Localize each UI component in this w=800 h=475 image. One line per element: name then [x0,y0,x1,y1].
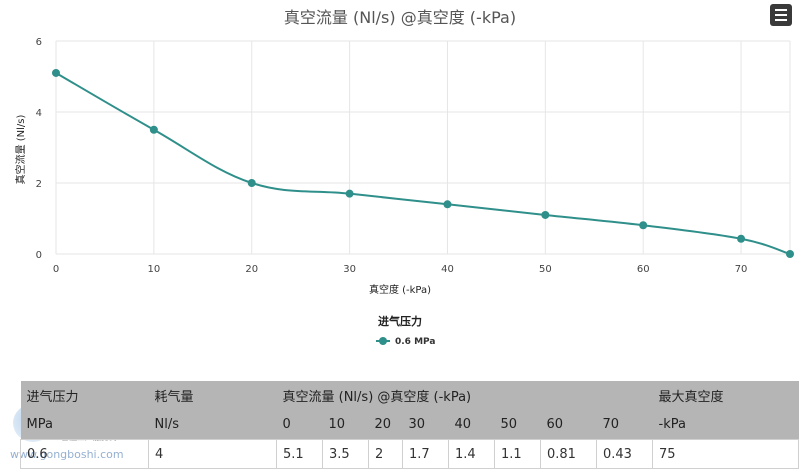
unit-cell: 70 [602,417,620,432]
chart-title: 真空流量 (Nl/s) @真空度 (-kPa) [283,8,517,27]
y-tick-label: 0 [36,250,42,261]
unit-cell: 40 [454,417,472,432]
table-cell: 0.81 [540,439,597,469]
y-tick-label: 4 [36,108,42,119]
table-cell: 1.4 [448,439,495,469]
table-cell: 4 [148,439,277,469]
hamburger-menu-icon [775,9,787,11]
y-tick-label: 2 [36,179,42,190]
header-vacuum-flow: 真空流量 (Nl/s) @真空度 (-kPa) [282,390,472,405]
unit-cell: 10 [328,417,346,432]
series-line [55,72,791,255]
x-tick-label: 10 [147,264,160,275]
table-cell: 75 [652,439,799,469]
table-cell: 1.1 [494,439,541,469]
unit-cell: 60 [546,417,564,432]
unit-cell: MPa [26,417,53,432]
unit-cell: Nl/s [154,417,180,432]
table-unit-row: MPa Nl/s 0 10 20 30 40 50 60 70 -kPa [20,410,799,440]
table-cell: 0.6 [20,439,149,469]
x-tick-label: 30 [343,264,356,275]
data-point [247,179,256,187]
y-tick-label: 6 [36,37,42,48]
spec-table: 进气压力 耗气量 真空流量 (Nl/s) @真空度 (-kPa) 最大真空度 M… [20,381,799,469]
x-axis-title: 真空度 (-kPa) [369,283,431,296]
data-point [737,234,746,243]
data-point [541,210,550,219]
x-tick-label: 50 [539,264,552,275]
unit-cell: -kPa [658,417,686,432]
legend-label: 0.6 MPa [395,337,435,347]
x-tick-label: 20 [245,264,258,275]
table-cell: 0.43 [596,439,653,469]
x-tick-label: 70 [735,264,748,275]
data-point [786,250,794,258]
legend-marker [379,337,387,345]
header-max-vacuum: 最大真空度 [658,390,724,405]
x-tick-label: 40 [441,264,454,275]
table-header-row: 进气压力 耗气量 真空流量 (Nl/s) @真空度 (-kPa) 最大真空度 [20,381,799,410]
y-axis-title: 真空流量 (Nl/s) [14,114,27,184]
x-tick-label: 0 [53,264,59,275]
table-cell: 2 [368,439,403,469]
data-point [52,68,60,77]
table-cell: 1.7 [402,439,449,469]
data-point [345,189,354,198]
unit-cell: 0 [282,417,291,432]
chart-menu-button[interactable] [770,4,792,26]
legend-title: 进气压力 [378,314,422,328]
spec-table-wrapper: 进气压力 耗气量 真空流量 (Nl/s) @真空度 (-kPa) 最大真空度 M… [20,381,799,469]
unit-cell: 50 [500,417,518,432]
x-tick-label: 60 [637,264,650,275]
table-cell: 5.1 [276,439,323,469]
data-point [639,221,648,230]
unit-cell: 30 [408,417,426,432]
header-air-consumption: 耗气量 [154,390,194,405]
data-point [443,200,452,209]
table-row: 0.6 4 5.1 3.5 2 1.7 1.4 1.1 0.81 0.43 75 [20,439,799,469]
table-cell: 3.5 [322,439,369,469]
unit-cell: 20 [374,417,392,432]
header-inlet-pressure: 进气压力 [26,390,79,405]
data-point [149,125,158,134]
